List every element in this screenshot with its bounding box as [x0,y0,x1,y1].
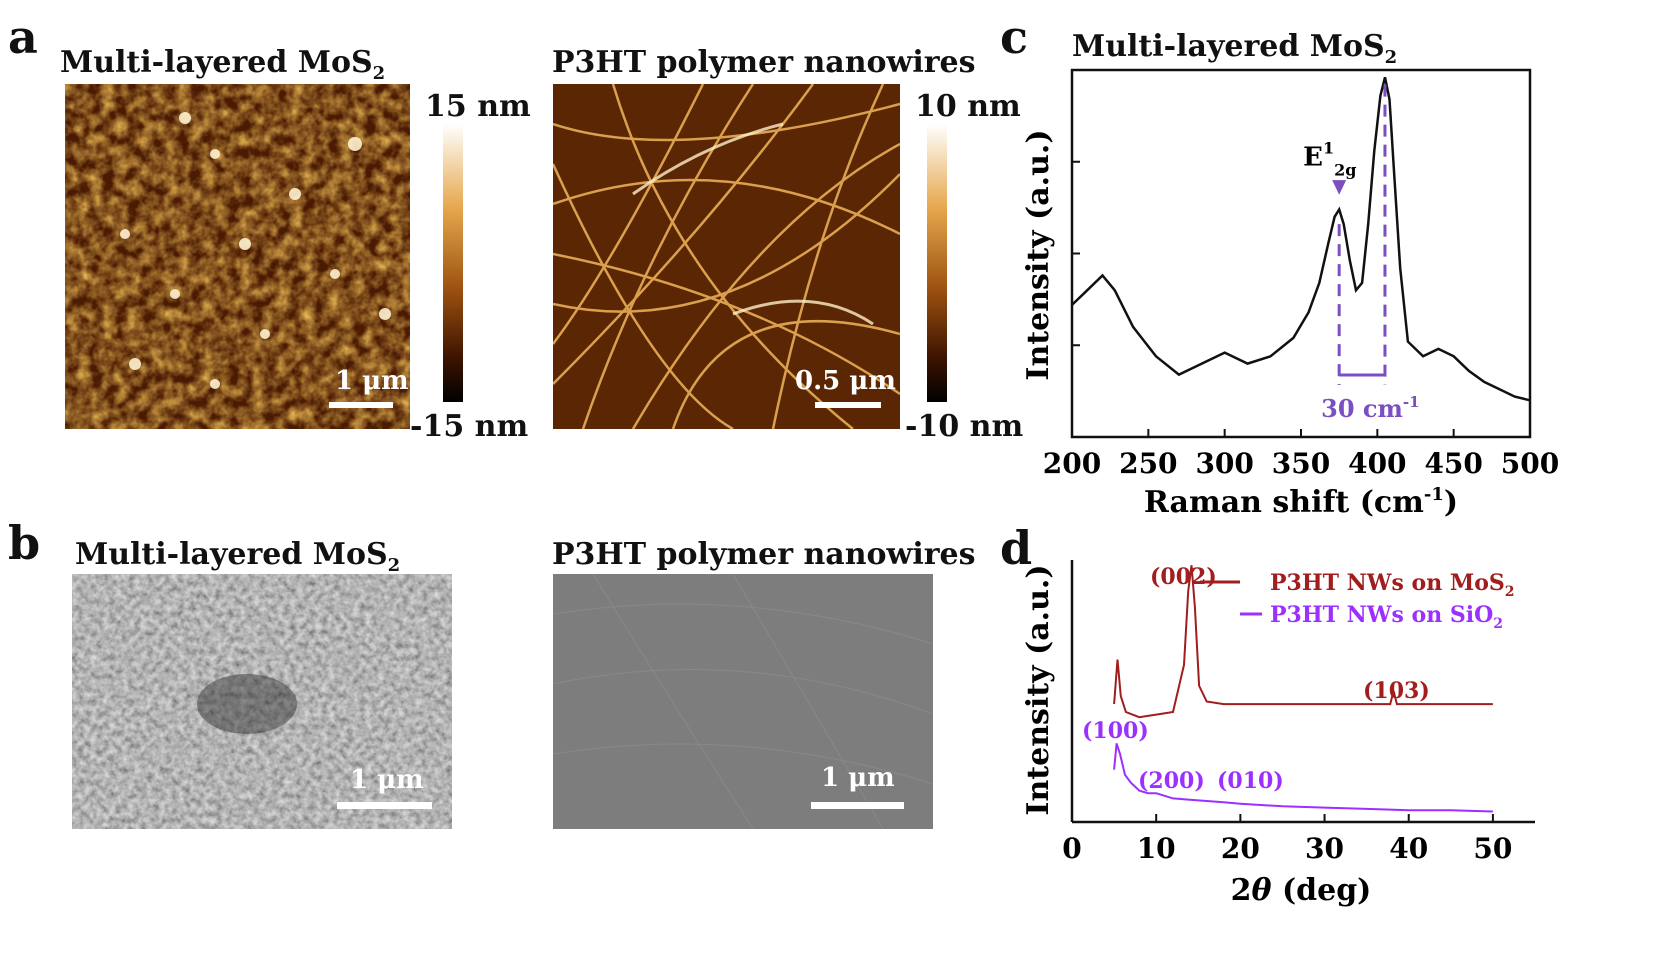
e2g-label: E12g [1303,138,1356,179]
xrd-xtick-label: 30 [1305,832,1344,865]
raman-ylabel-text: Intensity (a.u.) [1021,129,1056,380]
afm-p3ht-image: 0.5 μm [553,84,900,429]
afm-p3ht-scale-bar [815,402,881,408]
afm-mos2-image: 1 μm [65,84,410,429]
legend-label-sio2: P3HT NWs on SiO2 [1270,602,1503,632]
raman-xtick-label: 350 [1272,447,1330,480]
raman-xtick-label: 200 [1043,447,1101,480]
afm-mos2-scale-text: 1 μm [335,366,409,396]
afm-p3ht-cbar-min: -10 nm [905,409,1024,444]
legend-label-mos2: P3HT NWs on MoS2 [1270,570,1515,600]
sem-mos2-scale-text: 1 μm [350,765,424,795]
xrd-chart: Intensity (a.u.) 0 10 20 30 40 50 P3HT NWs on… [1021,560,1535,908]
xrd-ylabel: Intensity (a.u.) [1021,564,1056,815]
xrd-xtick-label: 50 [1473,832,1512,865]
xrd-xtick-label: 20 [1221,832,1260,865]
xrd-peak-010-label: (010) [1217,768,1284,794]
raman-series-line [1071,76,1531,402]
afm-mos2-cbar-min: -15 nm [410,409,529,444]
raman-xtick-label: 450 [1424,447,1482,480]
afm-p3ht-colorbar [927,124,947,402]
xrd-series-mos2 [1113,565,1493,719]
afm-mos2-scale-bar [329,402,393,408]
xrd-peak-200-label: (200) [1138,768,1205,794]
peak-separation-label: 30 cm-1 [1321,393,1419,423]
afm-p3ht-cbar-max: 10 nm [915,89,1021,124]
panel-c-letter: c [1000,10,1029,64]
sem-p3ht-scale-bar [811,802,904,809]
afm-p3ht-title: P3HT polymer nanowires [552,45,976,80]
afm-mos2-cbar-max: 15 nm [425,89,531,124]
sem-mos2-title: Multi-layered MoS2 [75,537,401,576]
sem-p3ht-title: P3HT polymer nanowires [552,537,976,572]
sem-mos2-scale-bar [337,802,432,809]
sem-p3ht-image: 1 μm [553,574,933,829]
afm-mos2-colorbar [443,124,463,402]
raman-xlabel: Raman shift (cm-1) [1144,484,1458,520]
panel-b-letter: b [8,516,41,570]
raman-chart: Intensity (a.u.) 200 250 300 350 400 450 500 E… [1021,68,1559,520]
raman-xtick-label: 500 [1501,447,1559,480]
xrd-xtick-label: 40 [1389,832,1428,865]
afm-mos2-title: Multi-layered MoS2 [60,45,386,84]
sem-mos2-image: 1 μm [72,574,452,829]
xrd-xlabel: 2θ (deg) [1231,873,1372,908]
xrd-xtick-label: 10 [1137,832,1176,865]
panel-d-letter: d [1000,521,1033,575]
sem-p3ht-scale-text: 1 μm [821,763,895,793]
xrd-legend: P3HT NWs on MoS2 P3HT NWs on SiO2 [1200,570,1515,632]
xrd-series-sio2 [1113,743,1493,813]
xrd-peak-002-label: (002) [1150,564,1217,590]
raman-title: Multi-layered MoS2 [1072,29,1398,68]
xrd-peak-103-label: (103) [1363,678,1430,704]
xrd-peak-100-label: (100) [1082,718,1149,744]
panel-a-letter: a [8,10,38,64]
xrd-xtick-label: 0 [1062,832,1081,865]
raman-xtick-label: 300 [1195,447,1253,480]
raman-plot-frame [1070,68,1532,439]
afm-p3ht-scale-text: 0.5 μm [795,366,896,396]
raman-xtick-label: 400 [1348,447,1406,480]
raman-xtick-label: 250 [1119,447,1177,480]
e2g-arrowhead [1332,180,1347,195]
